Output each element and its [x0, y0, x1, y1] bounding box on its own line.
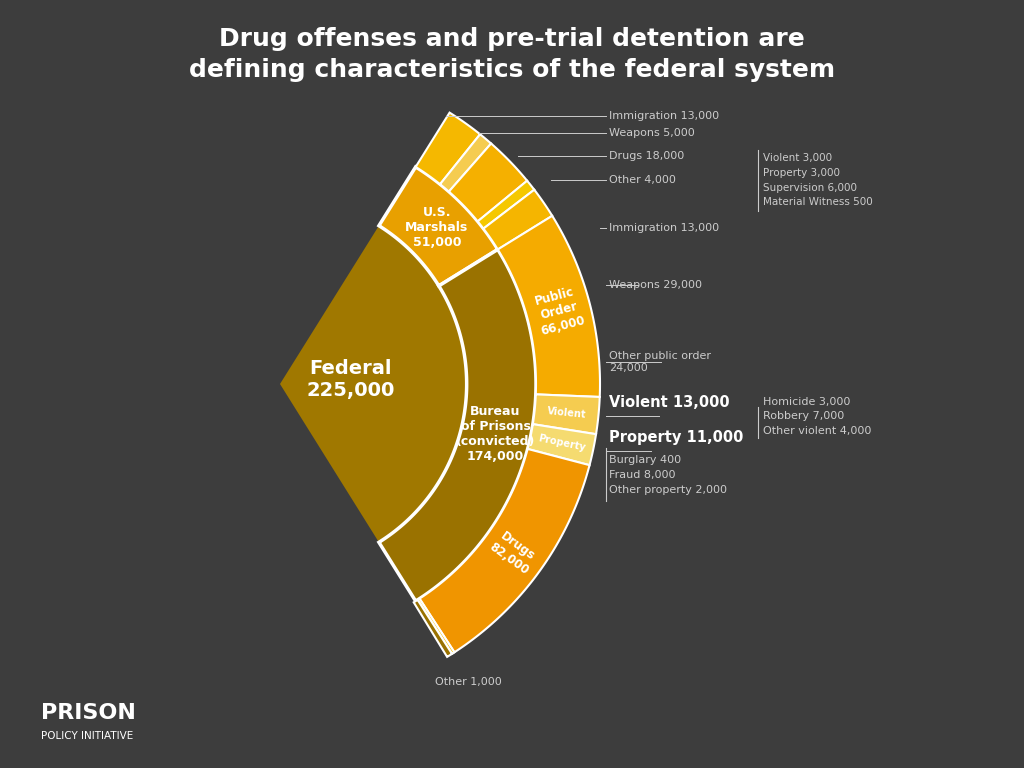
- Text: Violent 3,000
Property 3,000
Supervision 6,000
Material Witness 500: Violent 3,000 Property 3,000 Supervision…: [763, 153, 872, 207]
- Text: Other public order
24,000: Other public order 24,000: [609, 351, 712, 372]
- Text: Homicide 3,000
Robbery 7,000
Other violent 4,000: Homicide 3,000 Robbery 7,000 Other viole…: [763, 396, 871, 436]
- Text: U.S.
Marshals
51,000: U.S. Marshals 51,000: [406, 207, 469, 250]
- Text: Other 1,000: Other 1,000: [435, 677, 502, 687]
- Polygon shape: [420, 449, 590, 652]
- Text: Weapons 5,000: Weapons 5,000: [609, 127, 695, 137]
- Polygon shape: [418, 598, 455, 654]
- Polygon shape: [379, 250, 536, 601]
- Text: Public
Order
66,000: Public Order 66,000: [531, 284, 586, 337]
- Polygon shape: [527, 424, 596, 465]
- Polygon shape: [498, 216, 600, 397]
- Text: PRISON: PRISON: [41, 703, 136, 723]
- Text: POLICY INITIATIVE: POLICY INITIATIVE: [41, 730, 133, 741]
- Polygon shape: [416, 113, 480, 184]
- Text: Weapons 29,000: Weapons 29,000: [609, 280, 702, 290]
- Polygon shape: [440, 134, 492, 192]
- Polygon shape: [280, 226, 467, 542]
- Polygon shape: [414, 600, 452, 657]
- Text: Immigration 13,000: Immigration 13,000: [609, 111, 720, 121]
- Text: Violent: Violent: [547, 406, 587, 419]
- Text: Drugs 18,000: Drugs 18,000: [609, 151, 684, 161]
- Text: Drugs
82,000: Drugs 82,000: [486, 528, 540, 578]
- Polygon shape: [483, 190, 552, 250]
- Text: Federal
225,000: Federal 225,000: [306, 359, 395, 399]
- Polygon shape: [478, 180, 535, 229]
- Text: Other 4,000: Other 4,000: [609, 175, 676, 185]
- Polygon shape: [449, 144, 527, 221]
- Polygon shape: [532, 394, 600, 434]
- Polygon shape: [379, 167, 498, 286]
- Text: Drug offenses and pre-trial detention are
defining characteristics of the federa: Drug offenses and pre-trial detention ar…: [189, 27, 835, 81]
- Text: Burglary 400
Fraud 8,000
Other property 2,000: Burglary 400 Fraud 8,000 Other property …: [609, 455, 727, 495]
- Text: Immigration 13,000: Immigration 13,000: [609, 223, 720, 233]
- Text: Violent 13,000: Violent 13,000: [609, 396, 730, 410]
- Text: Property: Property: [538, 433, 587, 453]
- Text: Bureau
of Prisons
(convicted)
174,000: Bureau of Prisons (convicted) 174,000: [456, 406, 536, 463]
- Text: Property 11,000: Property 11,000: [609, 430, 743, 445]
